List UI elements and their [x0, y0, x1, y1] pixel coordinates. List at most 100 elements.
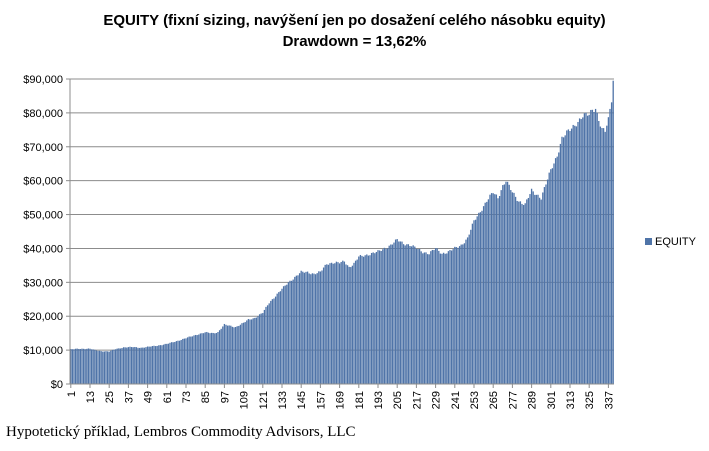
bar — [159, 345, 162, 384]
bar — [554, 158, 557, 384]
bar — [454, 246, 456, 384]
bar — [70, 349, 72, 384]
bar — [228, 325, 230, 384]
bar — [324, 264, 326, 384]
bar — [375, 252, 378, 384]
bar — [580, 119, 582, 384]
axes — [69, 79, 614, 385]
bar — [599, 126, 602, 385]
bar — [353, 262, 355, 384]
y-tick-label: $20,000 — [23, 311, 63, 323]
x-tick-label: 253 — [469, 391, 481, 409]
bar — [553, 163, 555, 384]
bar — [471, 223, 474, 384]
bar — [153, 345, 155, 384]
bar — [601, 128, 603, 384]
bar — [196, 335, 198, 384]
bar — [305, 271, 307, 384]
bar — [361, 255, 363, 384]
bar — [343, 261, 346, 384]
bar — [201, 333, 203, 384]
bar — [511, 192, 514, 384]
bar — [250, 319, 253, 384]
bar — [431, 249, 434, 384]
bar — [177, 340, 179, 384]
bar — [545, 184, 547, 384]
bar — [489, 194, 491, 384]
chart-title-line: EQUITY (fixní sizing, navýšení jen po do… — [103, 12, 606, 29]
bar — [492, 193, 494, 384]
y-tick-label: $90,000 — [23, 74, 63, 86]
bar — [174, 341, 176, 384]
bar — [390, 244, 392, 384]
bar — [313, 273, 315, 384]
bar — [73, 349, 75, 384]
bars — [70, 80, 614, 385]
bar — [374, 253, 376, 384]
bar — [548, 172, 550, 384]
bar — [407, 244, 410, 384]
x-tick-label: 121 — [258, 391, 270, 409]
y-tick-label: $50,000 — [23, 210, 63, 222]
x-tick-label: 205 — [392, 391, 404, 409]
bar — [137, 347, 139, 384]
bar — [230, 325, 232, 384]
bar — [442, 252, 445, 384]
bar — [106, 351, 109, 384]
x-tick-label: 133 — [277, 391, 289, 409]
bar — [522, 205, 525, 384]
bar — [110, 350, 112, 384]
gridlines — [70, 78, 614, 351]
bar — [116, 348, 118, 384]
bar — [482, 206, 485, 384]
bar — [609, 108, 611, 385]
bar — [295, 275, 298, 384]
x-tick-label: 25 — [104, 391, 116, 403]
bar — [345, 264, 347, 384]
bar — [455, 247, 458, 384]
bar — [194, 334, 197, 384]
bar — [98, 350, 101, 384]
bar — [409, 246, 411, 384]
bar — [497, 198, 499, 384]
bar — [314, 274, 317, 384]
bar — [273, 298, 275, 384]
bar — [212, 332, 214, 384]
bar — [191, 336, 194, 384]
bar — [279, 291, 282, 384]
bar — [249, 319, 251, 384]
x-tick-label: 265 — [488, 391, 500, 409]
bar — [428, 254, 430, 384]
x-tick-label: 301 — [546, 391, 558, 409]
bar — [169, 342, 171, 384]
bar — [346, 265, 349, 384]
bar — [222, 326, 224, 384]
bar — [260, 313, 262, 384]
bar — [566, 130, 568, 384]
bar — [300, 270, 302, 384]
bar — [151, 346, 154, 384]
bar — [433, 250, 435, 384]
bar — [382, 249, 384, 384]
bar — [87, 348, 90, 384]
bar — [82, 348, 85, 384]
bar — [209, 333, 211, 384]
bar — [383, 247, 386, 384]
bar — [506, 181, 509, 384]
bar — [358, 256, 360, 384]
bar — [258, 314, 261, 384]
x-tick-label: 85 — [200, 391, 212, 403]
bar — [206, 331, 208, 384]
bar — [610, 102, 613, 384]
bar — [186, 337, 189, 384]
bar — [119, 348, 122, 384]
bar — [74, 348, 77, 384]
bar — [94, 349, 96, 384]
bar — [172, 342, 174, 384]
bar — [546, 179, 549, 384]
bar — [574, 125, 576, 384]
bar — [377, 250, 379, 384]
x-tick-label: 289 — [527, 391, 539, 409]
y-tick-label: $10,000 — [23, 345, 63, 357]
